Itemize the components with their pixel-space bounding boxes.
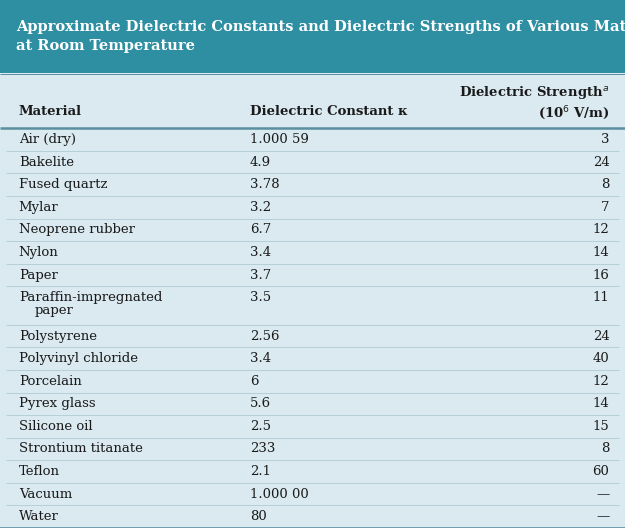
Text: 80: 80 xyxy=(250,510,267,523)
Text: Dielectric Strength$^a$: Dielectric Strength$^a$ xyxy=(459,84,609,101)
Text: Vacuum: Vacuum xyxy=(19,488,72,501)
Text: Approximate Dielectric Constants and Dielectric Strengths of Various Materials
a: Approximate Dielectric Constants and Die… xyxy=(16,20,625,53)
Text: 4.9: 4.9 xyxy=(250,156,271,168)
Text: 233: 233 xyxy=(250,442,276,456)
Text: 5.6: 5.6 xyxy=(250,397,271,410)
Text: Air (dry): Air (dry) xyxy=(19,133,76,146)
Text: 3.5: 3.5 xyxy=(250,290,271,304)
Text: 2.56: 2.56 xyxy=(250,329,279,343)
Text: Porcelain: Porcelain xyxy=(19,375,81,388)
Text: 1.000 00: 1.000 00 xyxy=(250,488,309,501)
Text: Paraffin-impregnated: Paraffin-impregnated xyxy=(19,290,162,304)
Text: 2.1: 2.1 xyxy=(250,465,271,478)
Text: Teflon: Teflon xyxy=(19,465,60,478)
Text: —: — xyxy=(596,488,609,501)
Text: 60: 60 xyxy=(592,465,609,478)
Text: Polystyrene: Polystyrene xyxy=(19,329,97,343)
Text: Fused quartz: Fused quartz xyxy=(19,178,107,191)
Text: 40: 40 xyxy=(592,352,609,365)
Text: 3.4: 3.4 xyxy=(250,352,271,365)
Text: 12: 12 xyxy=(592,375,609,388)
Text: 8: 8 xyxy=(601,178,609,191)
Text: paper: paper xyxy=(34,304,73,317)
Text: 14: 14 xyxy=(592,246,609,259)
Text: Silicone oil: Silicone oil xyxy=(19,420,92,433)
Text: 8: 8 xyxy=(601,442,609,456)
Text: Strontium titanate: Strontium titanate xyxy=(19,442,142,456)
Text: 3.78: 3.78 xyxy=(250,178,279,191)
Text: 2.5: 2.5 xyxy=(250,420,271,433)
Text: 11: 11 xyxy=(592,290,609,304)
Text: 3.7: 3.7 xyxy=(250,269,271,281)
Text: 6: 6 xyxy=(250,375,259,388)
Text: Nylon: Nylon xyxy=(19,246,59,259)
Text: —: — xyxy=(596,510,609,523)
Text: Bakelite: Bakelite xyxy=(19,156,74,168)
Text: 3.2: 3.2 xyxy=(250,201,271,214)
Text: 3.4: 3.4 xyxy=(250,246,271,259)
Text: 6.7: 6.7 xyxy=(250,223,271,237)
Text: Material: Material xyxy=(19,105,82,118)
Text: Paper: Paper xyxy=(19,269,58,281)
Text: Water: Water xyxy=(19,510,59,523)
Text: Pyrex glass: Pyrex glass xyxy=(19,397,96,410)
Text: Mylar: Mylar xyxy=(19,201,59,214)
Text: (10$^6$ V/m): (10$^6$ V/m) xyxy=(538,104,609,121)
Text: Polyvinyl chloride: Polyvinyl chloride xyxy=(19,352,138,365)
Text: 12: 12 xyxy=(592,223,609,237)
FancyBboxPatch shape xyxy=(0,0,625,73)
Text: 14: 14 xyxy=(592,397,609,410)
Text: 24: 24 xyxy=(592,156,609,168)
Text: 7: 7 xyxy=(601,201,609,214)
Text: Dielectric Constant κ: Dielectric Constant κ xyxy=(250,105,408,118)
Text: 24: 24 xyxy=(592,329,609,343)
Text: 1.000 59: 1.000 59 xyxy=(250,133,309,146)
Text: 3: 3 xyxy=(601,133,609,146)
Text: Neoprene rubber: Neoprene rubber xyxy=(19,223,135,237)
Text: 15: 15 xyxy=(592,420,609,433)
Text: 16: 16 xyxy=(592,269,609,281)
